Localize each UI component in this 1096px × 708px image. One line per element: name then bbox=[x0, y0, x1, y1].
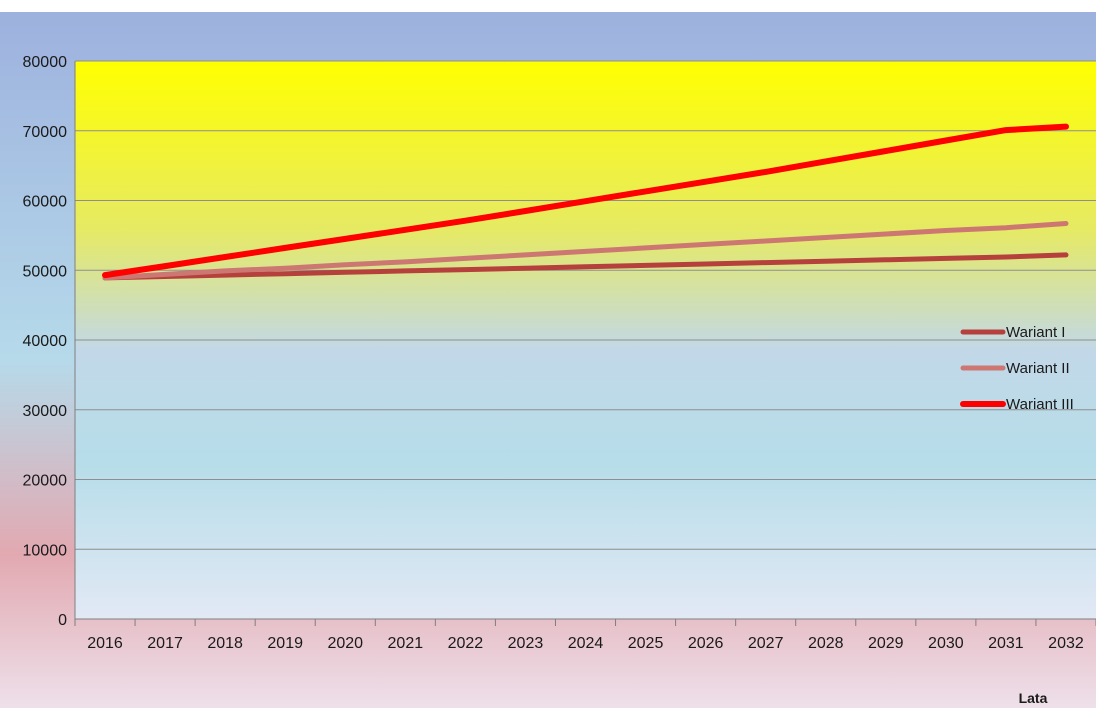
x-tick-label: 2023 bbox=[508, 635, 544, 652]
series-line-2 bbox=[102, 221, 1069, 281]
x-tick-label: 2027 bbox=[748, 635, 784, 652]
x-tick-label: 2017 bbox=[147, 635, 183, 652]
legend-label-2: Wariant II bbox=[1006, 360, 1070, 377]
x-tick-label: 2020 bbox=[327, 635, 363, 652]
axes: 0 10000 20000 30000 40000 50000 60000 70000 8000… bbox=[23, 54, 1096, 652]
y-tick-label: 0 bbox=[58, 612, 67, 629]
x-tick-label: 2022 bbox=[448, 635, 484, 652]
y-tick-label: 80000 bbox=[23, 54, 68, 71]
series-line-3 bbox=[102, 123, 1069, 279]
x-tick-label: 2021 bbox=[388, 635, 424, 652]
x-axis-title: Lata bbox=[1019, 690, 1048, 706]
x-tick-label: 2016 bbox=[87, 635, 123, 652]
y-tick-label: 70000 bbox=[23, 124, 68, 141]
x-tick-label: 2030 bbox=[928, 635, 964, 652]
x-tick-label: 2025 bbox=[628, 635, 664, 652]
x-tick-label: 2019 bbox=[267, 635, 303, 652]
legend-label-1: Wariant I bbox=[1006, 324, 1065, 341]
legend: Wariant I Wariant II Wariant III bbox=[960, 324, 1074, 413]
x-tick-label: 2031 bbox=[988, 635, 1024, 652]
y-tick-label: 60000 bbox=[23, 194, 68, 211]
x-tick-label: 2032 bbox=[1048, 635, 1084, 652]
x-tick-label: 2024 bbox=[568, 635, 604, 652]
y-tick-label: 30000 bbox=[23, 403, 68, 420]
y-tick-label: 20000 bbox=[23, 473, 68, 490]
y-tick-label: 50000 bbox=[23, 263, 68, 280]
series-lines bbox=[102, 123, 1069, 281]
legend-label-3: Wariant III bbox=[1006, 396, 1074, 413]
x-tick-label: 2029 bbox=[868, 635, 904, 652]
x-tick-label: 2018 bbox=[207, 635, 243, 652]
x-tick-label: 2028 bbox=[808, 635, 844, 652]
x-tick-label: 2026 bbox=[688, 635, 724, 652]
y-tick-label: 10000 bbox=[23, 542, 68, 559]
y-tick-label: 40000 bbox=[23, 333, 68, 350]
series-line-1 bbox=[102, 252, 1069, 281]
